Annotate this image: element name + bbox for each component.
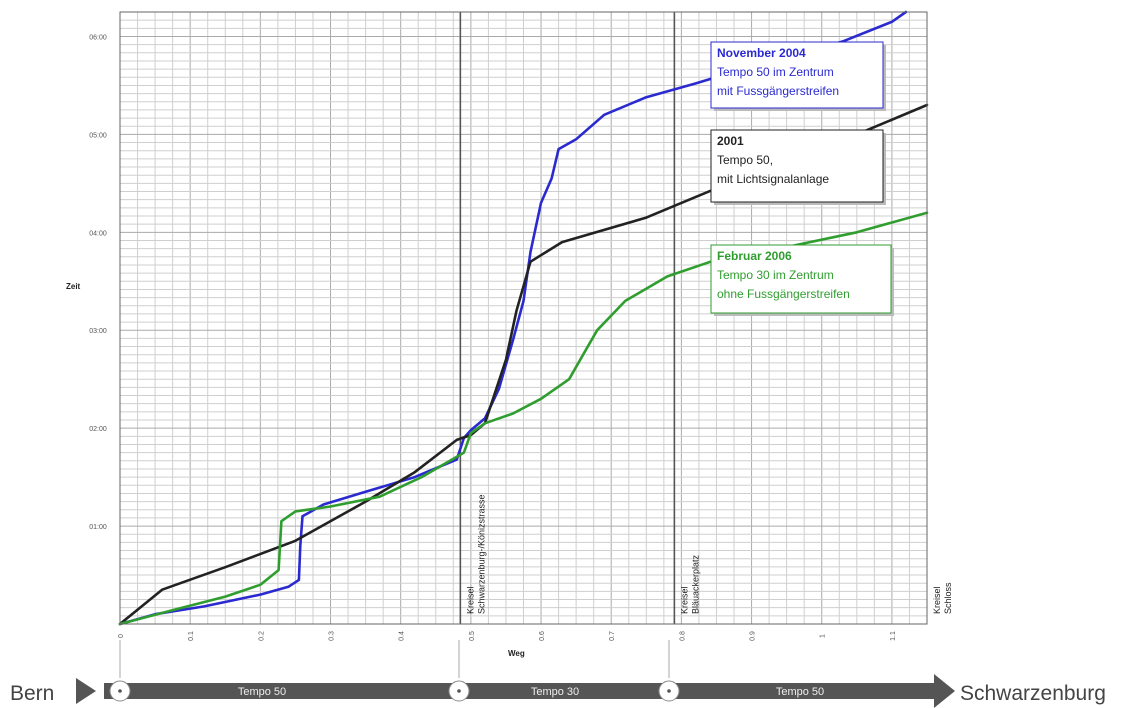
- route-end-arrow: [934, 674, 955, 708]
- x-tick-label: 0.3: [329, 631, 336, 641]
- legend-line: Tempo 30 im Zentrum: [717, 268, 834, 282]
- route-end-label: Schwarzenburg: [960, 682, 1106, 705]
- legend-line: mit Fussgängerstreifen: [717, 84, 839, 98]
- marker-label: Schloss: [943, 582, 953, 614]
- legend-line: ohne Fussgängerstreifen: [717, 287, 850, 301]
- series-line-feb2006: [118, 211, 929, 626]
- route-segment-3: Tempo 50: [776, 686, 824, 698]
- legend-box: [710, 244, 892, 314]
- legend-box: [710, 41, 884, 109]
- legend-title: 2001: [717, 134, 744, 148]
- legend-y2001: 2001 Tempo 50, mit Lichtsignalanlage: [710, 129, 886, 205]
- y-axis-label: Zeit: [66, 282, 81, 291]
- route-start-label: Bern: [10, 682, 54, 705]
- x-tick-label: 0.5: [469, 631, 476, 641]
- x-tick-label: 0.4: [399, 631, 406, 641]
- legend-line: Tempo 50,: [717, 153, 773, 167]
- grid: [119, 11, 928, 625]
- y-tick-label: 02:00: [89, 426, 107, 433]
- y-tick-label: 03:00: [89, 328, 107, 335]
- plot-frame: [119, 11, 928, 625]
- marker-label: Kreisel: [679, 586, 689, 614]
- route-markers: Kreisel Schwarzenburg-/Könizstrasse Kreise…: [459, 12, 953, 624]
- route-segment-1: Tempo 50: [238, 686, 286, 698]
- y-tick-label: 01:00: [89, 524, 107, 531]
- route-node-1-dot: [457, 689, 461, 693]
- x-tick-label: 0.8: [679, 631, 686, 641]
- legends: November 2004 Tempo 50 im Zentrum mit Fuss…: [710, 41, 894, 316]
- legend-line: Tempo 50 im Zentrum: [717, 65, 834, 79]
- x-tick-label: 0.6: [539, 631, 546, 641]
- marker-label: Kreisel: [932, 586, 942, 614]
- x-tick-label: 0: [118, 634, 125, 638]
- route-bar-band: [104, 683, 934, 699]
- x-tick-label: 1.1: [890, 631, 897, 641]
- y-tick-label: 04:00: [89, 230, 107, 237]
- route-node-start-dot: [118, 689, 122, 693]
- legend-box: [710, 129, 884, 203]
- legend-title: Februar 2006: [717, 249, 792, 263]
- legend-feb2006: Februar 2006 Tempo 30 im Zentrum ohne Fuss…: [710, 244, 894, 316]
- y-tick-label: 05:00: [89, 132, 107, 139]
- marker-label: Bläuackerplatz: [690, 554, 700, 614]
- x-tick-label: 0.1: [188, 631, 195, 641]
- y-tick-labels: 01:00 02:00 03:00 04:00 05:00 06:00: [89, 34, 107, 531]
- marker-label: Kreisel: [465, 586, 475, 614]
- x-tick-label: 1: [820, 634, 827, 638]
- x-tick-label: 0.2: [258, 631, 265, 641]
- legend-line: mit Lichtsignalanlage: [717, 172, 829, 186]
- y-tick-label: 06:00: [89, 34, 107, 41]
- legend-title: November 2004: [717, 46, 806, 60]
- x-axis-label: Weg: [508, 649, 525, 658]
- legend-nov2004: November 2004 Tempo 50 im Zentrum mit Fuss…: [710, 41, 886, 111]
- route-node-2-dot: [667, 689, 671, 693]
- route-bar: Bern Schwarzenburg Tempo 50 Tempo 30 Tem…: [10, 640, 1106, 708]
- x-tick-labels: 0 0.1 0.2 0.3 0.4 0.5 0.6 0.7 0.8 0.9 1 1.1: [118, 631, 897, 641]
- x-tick-label: 0.9: [750, 631, 757, 641]
- marker-label: Schwarzenburg-/Könizstrasse: [476, 494, 486, 614]
- x-tick-label: 0.7: [609, 631, 616, 641]
- series-line-nov2004: [118, 10, 908, 626]
- route-segment-2: Tempo 30: [531, 686, 579, 698]
- route-start-arrow: [76, 678, 96, 704]
